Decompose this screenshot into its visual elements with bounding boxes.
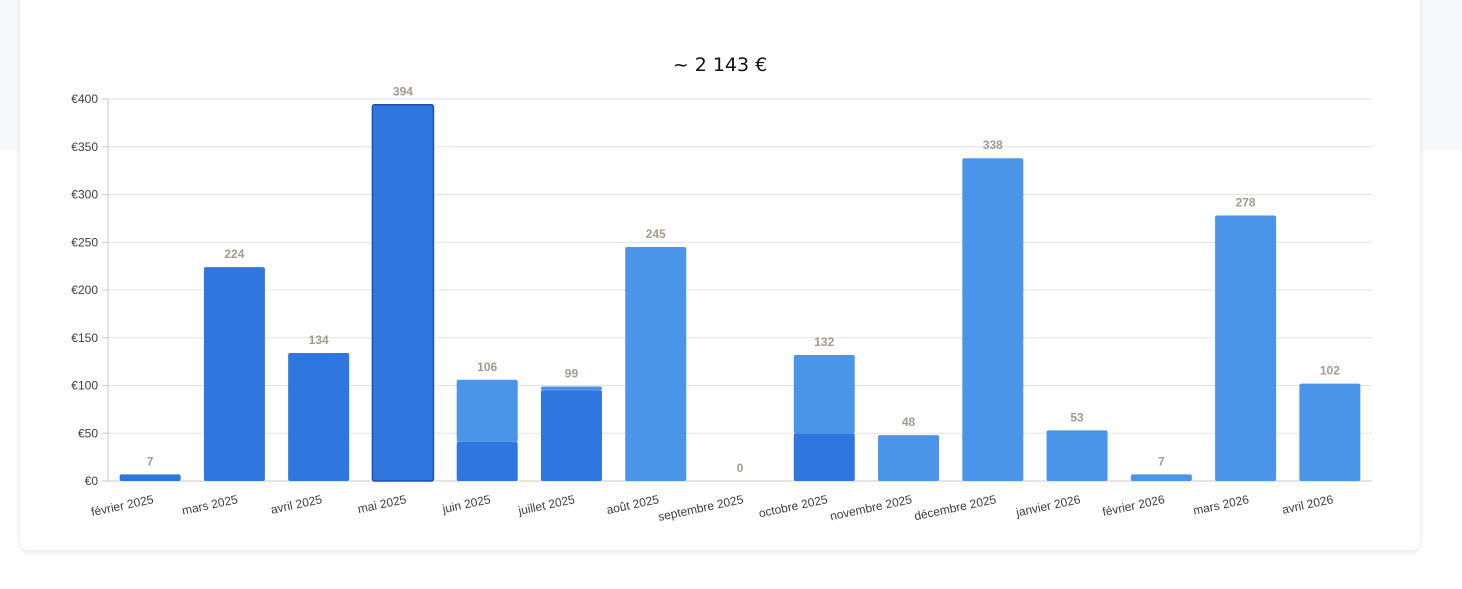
bar-segment	[371, 103, 435, 482]
bar-segment	[540, 390, 602, 481]
y-tick-label: €100	[71, 379, 98, 393]
bar-segment	[1130, 474, 1192, 481]
x-category-label: novembre 2025	[829, 492, 914, 523]
bar-value-label: 7	[147, 454, 154, 468]
bar-segment	[793, 433, 855, 481]
bar-segment	[1299, 383, 1361, 481]
x-category-label: avril 2026	[1281, 492, 1335, 517]
bar-segment	[625, 247, 687, 481]
bar-value-label: 394	[393, 85, 413, 99]
x-category-label: septembre 2025	[657, 492, 745, 524]
x-category-label: février 2026	[1101, 492, 1166, 519]
bar-value-label: 134	[309, 333, 329, 347]
x-category-label: janvier 2026	[1014, 492, 1082, 520]
y-tick-label: €350	[71, 140, 98, 154]
y-tick-label: €0	[85, 474, 99, 488]
bar-segment	[288, 353, 350, 481]
chart-total-title: ~ 2 143 €	[672, 54, 768, 76]
bar-value-label: 338	[983, 138, 1003, 152]
bar-value-label: 48	[902, 415, 916, 429]
bar-value-label: 0	[737, 461, 744, 475]
bar-segment	[119, 474, 181, 481]
bar-value-label: 278	[1236, 196, 1256, 210]
x-category-label: mars 2025	[181, 492, 240, 518]
bar-segment	[1046, 430, 1108, 481]
bar-segment	[1215, 215, 1277, 481]
x-category-label: décembre 2025	[913, 492, 998, 523]
bar-segment	[456, 441, 518, 481]
bar-value-label: 102	[1320, 364, 1340, 378]
x-category-label: juillet 2025	[516, 492, 576, 518]
x-category-label: avril 2025	[269, 492, 323, 517]
y-tick-label: €50	[78, 426, 98, 440]
x-category-label: février 2025	[90, 492, 155, 519]
bar-value-label: 224	[224, 247, 244, 261]
bar-value-label: 132	[814, 335, 834, 349]
y-tick-label: €400	[71, 92, 98, 106]
bar-value-label: 99	[565, 366, 579, 380]
bar-value-label: 106	[477, 360, 497, 374]
bar-value-label: 245	[646, 227, 666, 241]
x-category-label: juin 2025	[440, 492, 492, 516]
y-tick-label: €300	[71, 188, 98, 202]
y-tick-label: €200	[71, 283, 98, 297]
bar-value-label: 53	[1070, 410, 1084, 424]
bar-segment	[540, 386, 602, 391]
bar-segment	[962, 158, 1024, 481]
x-category-label: octobre 2025	[757, 492, 829, 520]
y-tick-label: €250	[71, 235, 98, 249]
bar-segment	[203, 267, 265, 481]
bar-value-label: 7	[1158, 454, 1165, 468]
x-category-label: août 2025	[605, 492, 660, 517]
x-category-label: mars 2026	[1192, 492, 1251, 518]
bar-segment	[456, 379, 518, 442]
bar-segment	[878, 435, 940, 481]
y-tick-label: €150	[71, 331, 98, 345]
x-category-label: mai 2025	[356, 492, 408, 516]
bar-segment	[793, 354, 855, 434]
